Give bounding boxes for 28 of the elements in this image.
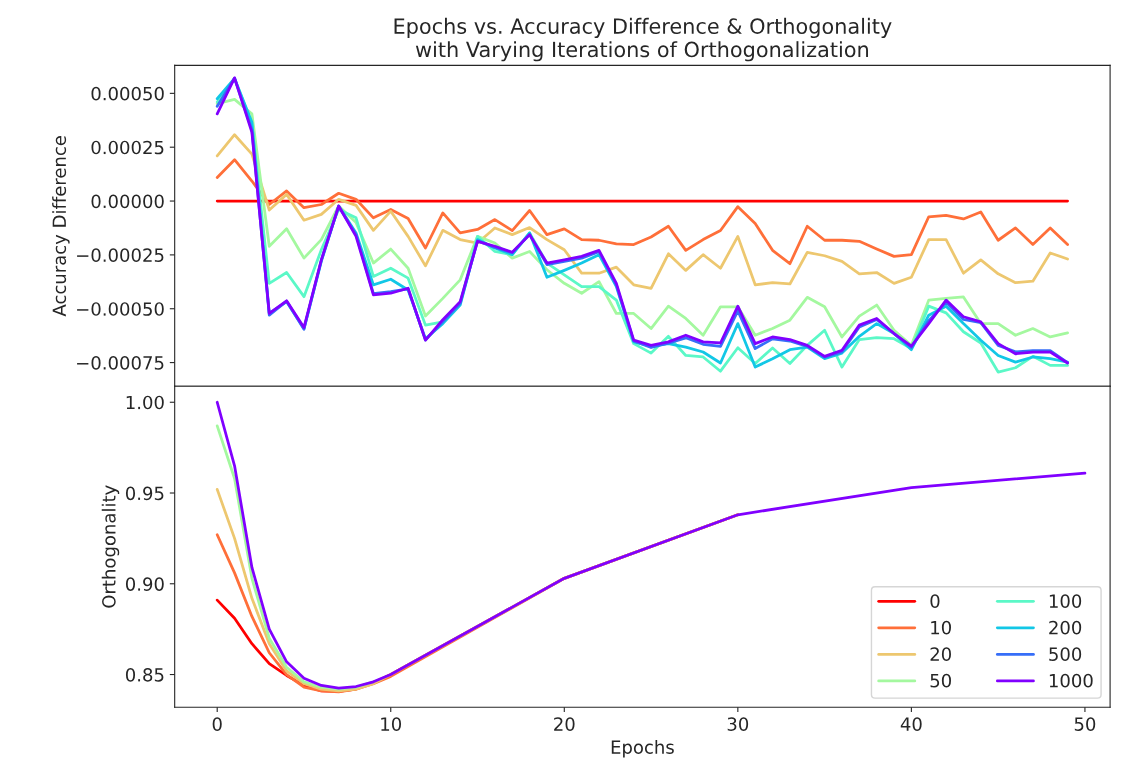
x-tick-label: 40 (900, 717, 922, 731)
x-tick-label: 20 (554, 717, 575, 731)
legend-label: 50 (930, 673, 951, 688)
y-tick-label: 0.00050 (91, 86, 164, 101)
y-tick-label: 0.85 (125, 667, 164, 682)
legend-label: 1000 (1049, 673, 1093, 688)
legend-label: 200 (1049, 620, 1082, 635)
y-tick-label: −0.00075 (77, 356, 164, 370)
chart-title: Epochs vs. Accuracy Difference & Orthogonality with Varying Iterations of Orthogonalization (394, 17, 892, 62)
y-tick-label: 0.95 (125, 486, 164, 501)
y-tick-label: 1.00 (126, 395, 164, 410)
x-tick-label: 50 (1074, 717, 1096, 731)
y-tick-label: −0.00050 (77, 302, 164, 316)
legend-label: 100 (1049, 594, 1082, 608)
y-tick-label: 0.90 (125, 577, 164, 591)
y-tick-label: −0.00025 (77, 248, 164, 263)
legend-label: 20 (930, 647, 951, 661)
legend-label: 0 (930, 594, 940, 608)
x-axis-title: Epochs (611, 739, 674, 758)
y-axis-title: Orthogonality (101, 485, 120, 608)
y-tick-label: 0.00025 (91, 140, 164, 155)
x-tick-label: 30 (727, 717, 749, 731)
y-tick-label: 0.00000 (91, 194, 164, 209)
y-axis-title: Accuracy Difference (52, 136, 70, 317)
x-tick-label: 0 (212, 717, 222, 731)
x-tick-label: 10 (381, 717, 402, 731)
legend-label: 500 (1049, 647, 1082, 661)
legend-label: 10 (931, 620, 951, 635)
